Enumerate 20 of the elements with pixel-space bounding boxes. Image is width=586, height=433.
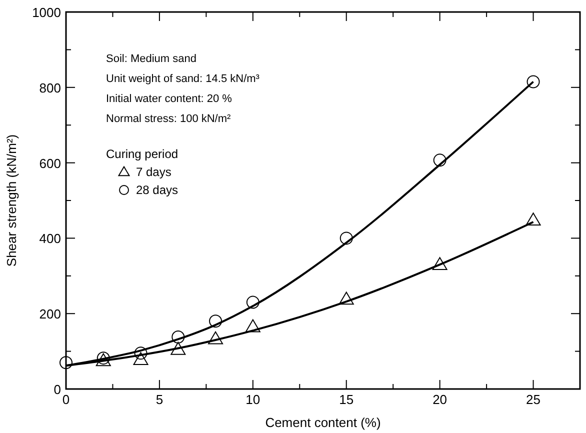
y-tick-label: 0 — [54, 382, 61, 397]
x-tick-label: 25 — [526, 392, 541, 407]
y-tick-label: 600 — [39, 156, 61, 171]
y-tick-label: 1000 — [32, 5, 61, 20]
legend-title: Curing period — [106, 147, 178, 161]
x-tick-label: 5 — [156, 392, 164, 407]
x-tick-label: 10 — [246, 392, 260, 407]
annotation: Soil: Medium sand — [106, 53, 196, 65]
annotation: Initial water content: 20 % — [106, 93, 232, 105]
annotation: Unit weight of sand: 14.5 kN/m³ — [106, 73, 260, 85]
x-tick-label: 15 — [339, 392, 354, 407]
y-axis-title: Shear strength (kN/m²) — [4, 134, 19, 267]
legend-label: 7 days — [136, 165, 172, 179]
y-tick-label: 400 — [39, 231, 61, 246]
y-tick-label: 800 — [39, 80, 61, 96]
legend-label: 28 days — [136, 183, 178, 197]
annotation: Normal stress: 100 kN/m² — [106, 113, 232, 125]
y-tick-label: 200 — [39, 306, 61, 322]
x-axis-title: Cement content (%) — [265, 415, 381, 430]
x-tick-label: 20 — [432, 392, 448, 407]
